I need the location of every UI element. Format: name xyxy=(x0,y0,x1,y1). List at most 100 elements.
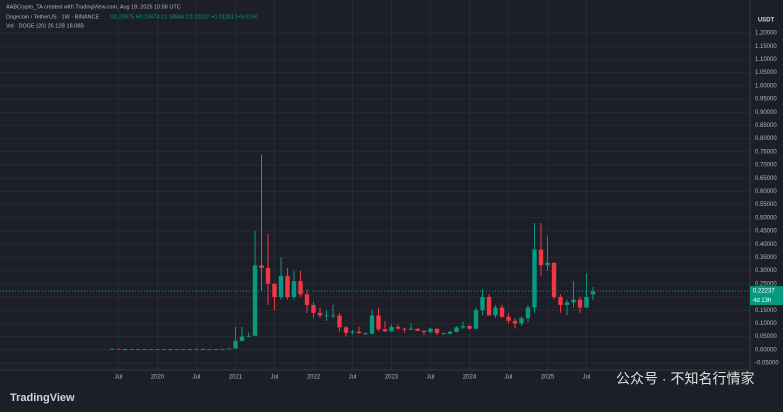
candle-body xyxy=(330,315,336,317)
candle-body xyxy=(161,349,167,350)
y-tick-label: 0.45000 xyxy=(755,229,777,235)
candle-body xyxy=(584,297,589,308)
candle-body xyxy=(441,333,446,334)
y-tick-label: 0.65000 xyxy=(755,176,777,182)
candle-body xyxy=(467,326,472,329)
x-tick-label: 2022 xyxy=(307,375,321,381)
candle-body xyxy=(363,333,368,334)
x-tick-label: 2024 xyxy=(463,375,477,381)
volume-legend: Vol · DOGE (20) 26.12B 18.08B xyxy=(6,23,84,29)
candle-body xyxy=(116,348,121,350)
countdown-tag xyxy=(750,296,783,306)
y-tick-label: 1.15000 xyxy=(755,44,777,50)
candle-body xyxy=(174,349,180,351)
candle-body xyxy=(285,275,290,297)
candle-body xyxy=(226,348,232,350)
candle-body xyxy=(415,328,420,331)
candle-body xyxy=(532,249,537,308)
candle-body xyxy=(233,340,238,349)
y-tick-label: 0.90000 xyxy=(755,110,777,116)
candle-body xyxy=(278,275,284,297)
candle-body xyxy=(480,297,485,311)
x-tick-label: Jul xyxy=(583,375,591,381)
y-tick-label: 0.85000 xyxy=(755,123,777,129)
y-tick-label: 0.35000 xyxy=(755,255,777,261)
watermark: 公众号 · 不知名行情家 xyxy=(616,371,754,387)
y-tick-label: 0.00000 xyxy=(755,347,777,353)
candle-body xyxy=(519,318,524,324)
candle-body xyxy=(220,348,225,350)
credit: AABCrypto_TA created with TradingView.co… xyxy=(6,4,181,10)
candle-body xyxy=(408,328,414,330)
candle-body xyxy=(252,265,258,336)
candle-body xyxy=(272,283,277,297)
y-tick-label: 0.15000 xyxy=(755,308,777,314)
y-tick-label: 1.20000 xyxy=(755,31,777,37)
y-tick-label: 0.50000 xyxy=(755,215,777,221)
y-tick-label: 0.30000 xyxy=(755,268,777,274)
candle-body xyxy=(551,262,557,297)
y-tick-label: -0.05000 xyxy=(755,361,779,367)
candle-body xyxy=(499,307,505,317)
candle-body xyxy=(389,326,394,332)
y-tick-label: 1.00000 xyxy=(755,83,777,89)
candle-body xyxy=(168,349,173,350)
candle-body xyxy=(343,327,349,333)
y-tick-label: 0.70000 xyxy=(755,163,777,169)
candle-body xyxy=(200,348,206,350)
candle-body xyxy=(337,315,342,328)
candle-body xyxy=(350,331,355,333)
x-tick-label: 2021 xyxy=(229,375,243,381)
candle-body xyxy=(512,320,518,324)
candle-body xyxy=(545,262,550,266)
candle-body xyxy=(369,315,375,334)
candle-body xyxy=(317,312,323,316)
x-tick-label: Jul xyxy=(193,375,201,381)
logo: TradingView xyxy=(10,392,75,404)
candle-body xyxy=(265,267,271,284)
candle-body xyxy=(382,329,388,332)
candle-body xyxy=(122,349,128,350)
candle-body xyxy=(571,299,576,303)
candle-body xyxy=(194,348,199,350)
y-tick-label: 1.10000 xyxy=(755,57,777,63)
y-tick-label: 0.40000 xyxy=(755,242,777,248)
candle-body xyxy=(577,299,583,308)
candle-body xyxy=(148,349,154,351)
last-price-tag xyxy=(750,286,783,297)
x-tick-label: 2023 xyxy=(385,375,399,381)
candle-body xyxy=(525,307,531,319)
candle-body xyxy=(213,349,219,350)
x-tick-label: 2020 xyxy=(151,375,165,381)
x-tick-label: 2025 xyxy=(541,375,555,381)
candle-body xyxy=(135,349,141,350)
candle-body xyxy=(356,331,362,334)
y-tick-label: 1.05000 xyxy=(755,70,777,76)
candle-body xyxy=(402,328,407,330)
y-tick-label: 0.95000 xyxy=(755,97,777,103)
x-tick-label: Jul xyxy=(271,375,279,381)
candle-body xyxy=(239,336,245,341)
candle-body xyxy=(207,349,212,350)
candle-body xyxy=(259,265,264,268)
candle-body xyxy=(181,349,186,350)
symbol: Dogecoin / TetherUS · 1W · BINANCE xyxy=(6,14,99,20)
candle-body xyxy=(129,349,134,350)
candle-body xyxy=(155,349,160,350)
plot xyxy=(0,0,750,370)
candle-body xyxy=(473,310,479,329)
countdown: 4d 13h xyxy=(753,298,771,304)
candle-body xyxy=(187,349,193,350)
y-tick-label: 0.80000 xyxy=(755,136,777,142)
candle-body xyxy=(142,349,147,350)
y-tick-label: 0.55000 xyxy=(755,202,777,208)
candle-body xyxy=(590,291,596,295)
ohlc: O0.20975 H0.23674 L0.18844 C0.22237 +0.0… xyxy=(110,14,258,20)
candle-body xyxy=(493,307,498,316)
candle-body xyxy=(304,294,310,305)
candle-body xyxy=(447,331,453,334)
candle-body xyxy=(376,315,381,330)
last-price-label: 0.22237 xyxy=(753,289,775,295)
candle-body xyxy=(291,281,297,297)
